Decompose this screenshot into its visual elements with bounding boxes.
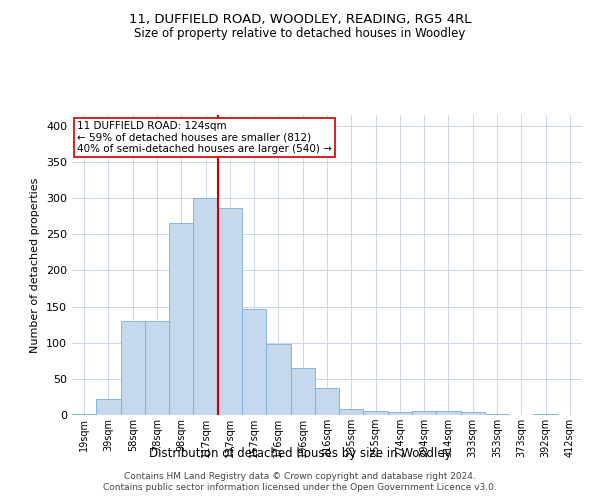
Bar [339,409,364,415]
Bar [290,368,315,415]
Bar [485,414,509,415]
Text: 11, DUFFIELD ROAD, WOODLEY, READING, RG5 4RL: 11, DUFFIELD ROAD, WOODLEY, READING, RG5… [129,12,471,26]
Bar [315,388,339,415]
Bar [193,198,218,415]
Bar [145,321,169,415]
Text: Contains public sector information licensed under the Open Government Licence v3: Contains public sector information licen… [103,483,497,492]
Bar [169,224,193,415]
Bar [533,414,558,415]
Text: Size of property relative to detached houses in Woodley: Size of property relative to detached ho… [134,28,466,40]
Bar [96,399,121,415]
Text: 11 DUFFIELD ROAD: 124sqm
← 59% of detached houses are smaller (812)
40% of semi-: 11 DUFFIELD ROAD: 124sqm ← 59% of detach… [77,121,332,154]
Bar [72,414,96,415]
Bar [218,208,242,415]
Bar [266,344,290,415]
Bar [388,412,412,415]
Y-axis label: Number of detached properties: Number of detached properties [31,178,40,352]
Bar [412,412,436,415]
Bar [364,410,388,415]
Text: Contains HM Land Registry data © Crown copyright and database right 2024.: Contains HM Land Registry data © Crown c… [124,472,476,481]
Bar [461,412,485,415]
Bar [242,308,266,415]
Bar [121,321,145,415]
Text: Distribution of detached houses by size in Woodley: Distribution of detached houses by size … [149,448,451,460]
Bar [436,412,461,415]
